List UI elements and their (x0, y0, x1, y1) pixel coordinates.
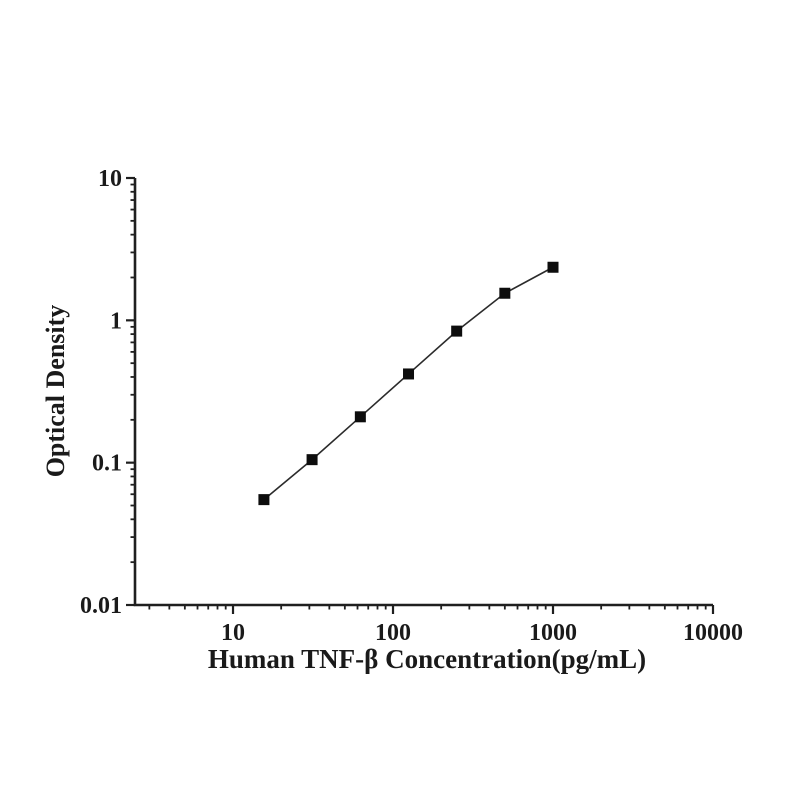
x-tick-label: 1000 (529, 620, 577, 646)
axis-layer (133, 178, 713, 607)
y-tick-label: 0.01 (80, 593, 122, 619)
data-point-marker (258, 494, 270, 506)
y-tick-label: 0.1 (92, 451, 122, 477)
data-point-marker (354, 411, 366, 423)
series-layer (258, 261, 559, 506)
data-point-marker (451, 325, 463, 337)
axis-lines (133, 178, 713, 607)
y-axis-title: Optical Density (41, 305, 70, 478)
data-point-marker (499, 287, 511, 299)
tick-label-layer: 10 100 1000 10000 0.01 0.1 1 10 (80, 166, 743, 646)
x-tick-label: 100 (375, 620, 411, 646)
x-tick-label: 10000 (683, 620, 743, 646)
data-point-marker (306, 454, 318, 466)
data-point-marker (403, 368, 415, 380)
data-point-marker (547, 261, 559, 273)
x-tick-label: 10 (221, 620, 245, 646)
y-tick-label: 1 (110, 308, 122, 334)
y-tick-label: 10 (98, 166, 122, 192)
x-axis-title: Human TNF-β Concentration(pg/mL) (208, 644, 646, 674)
